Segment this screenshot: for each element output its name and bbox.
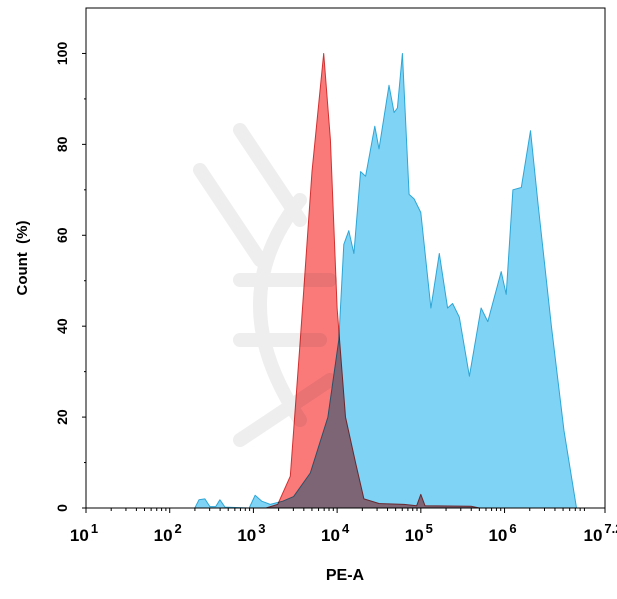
y-tick-label: 80	[54, 136, 70, 152]
y-tick-label: 40	[54, 318, 70, 334]
y-tick-label: 20	[54, 409, 70, 425]
y-axis-label: Count (%)	[14, 221, 31, 296]
y-tick-label: 100	[54, 42, 70, 66]
series-layer	[86, 54, 605, 509]
x-tick-label: 107.2	[584, 521, 617, 545]
y-tick-label: 0	[54, 504, 70, 512]
x-axis-label: PE-A	[326, 567, 365, 584]
y-tick-label: 60	[54, 227, 70, 243]
